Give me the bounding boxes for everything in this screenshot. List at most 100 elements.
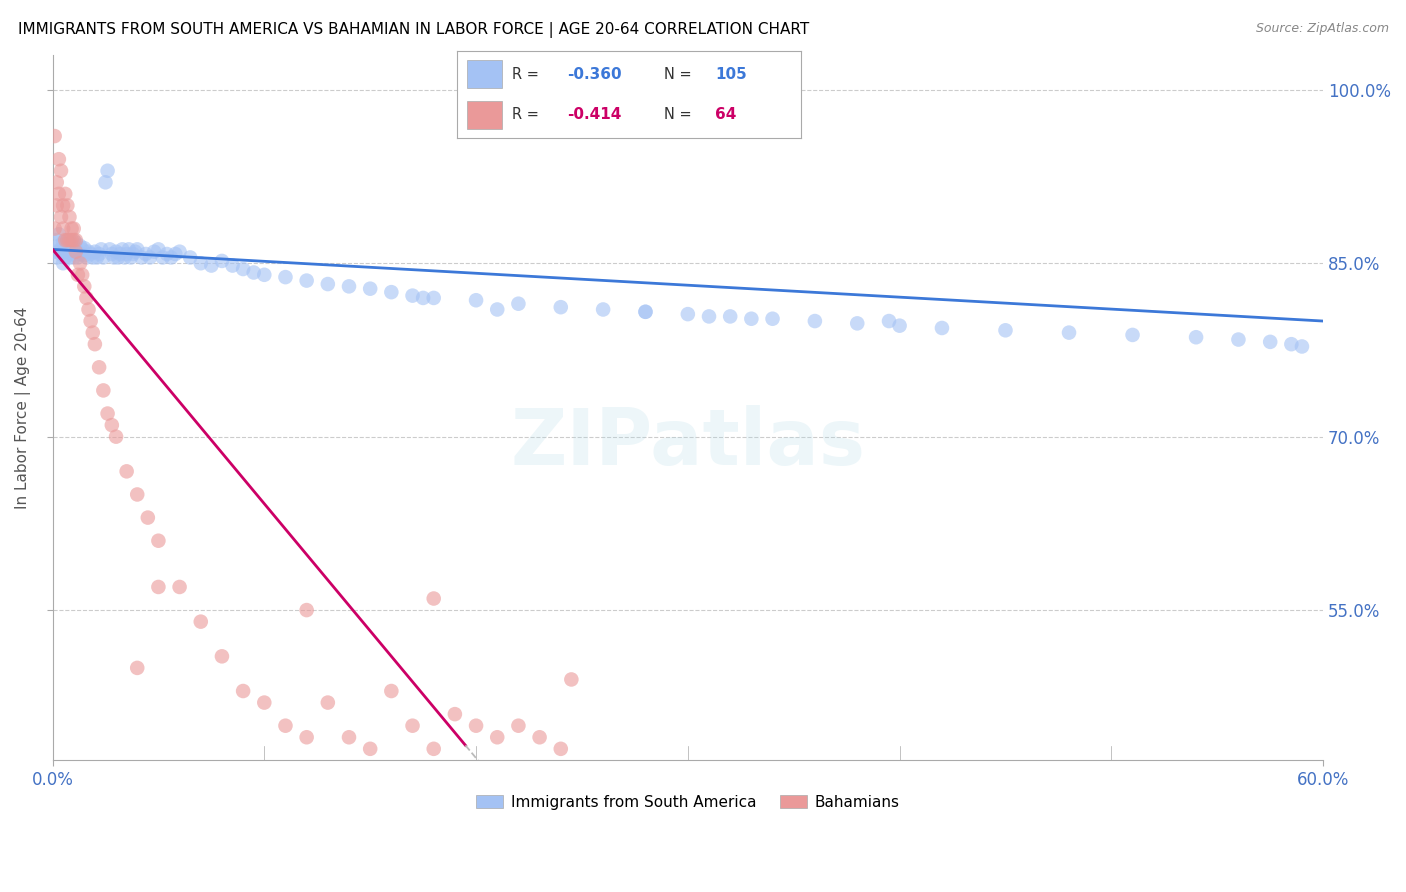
Point <box>152 251 174 265</box>
Point <box>486 731 509 745</box>
Point <box>253 268 276 282</box>
Point <box>53 244 76 259</box>
Point <box>877 314 900 328</box>
Point <box>53 251 76 265</box>
Point <box>634 305 657 319</box>
Point <box>156 247 179 261</box>
Point <box>412 291 434 305</box>
Point <box>93 384 115 398</box>
Point <box>101 247 124 261</box>
Point <box>44 244 66 259</box>
Point <box>58 233 80 247</box>
Point <box>82 251 104 265</box>
Point <box>401 288 423 302</box>
Text: N =: N = <box>664 107 692 122</box>
Point <box>60 239 83 253</box>
Point <box>135 247 157 261</box>
Text: 64: 64 <box>716 107 737 122</box>
Point <box>45 233 67 247</box>
Point <box>592 302 614 317</box>
Point <box>401 719 423 733</box>
Point <box>508 719 530 733</box>
Point <box>87 247 110 261</box>
Point <box>804 314 827 328</box>
Point <box>69 256 91 270</box>
Point <box>73 241 96 255</box>
Point <box>1185 330 1208 344</box>
Point <box>190 615 212 629</box>
Point <box>148 533 170 548</box>
Point <box>718 310 741 324</box>
Point <box>114 251 136 265</box>
Point <box>62 244 84 259</box>
Point <box>560 673 582 687</box>
Point <box>1279 337 1302 351</box>
Point <box>127 661 149 675</box>
Point <box>136 510 159 524</box>
Point <box>359 282 381 296</box>
Point <box>66 251 89 265</box>
Point <box>110 247 132 261</box>
Point <box>53 233 76 247</box>
Point <box>75 291 97 305</box>
Point <box>58 243 80 257</box>
Point <box>316 277 339 291</box>
Point <box>139 251 162 265</box>
Point <box>444 707 467 722</box>
Point <box>62 251 84 265</box>
Point <box>52 221 75 235</box>
Point <box>169 580 191 594</box>
Point <box>52 198 75 212</box>
Point <box>124 244 146 259</box>
Point <box>211 254 233 268</box>
Text: ZIPatlas: ZIPatlas <box>510 405 865 481</box>
Point <box>295 731 318 745</box>
Point <box>52 235 75 250</box>
Point <box>52 256 75 270</box>
Point <box>49 243 72 257</box>
Point <box>82 326 104 340</box>
Point <box>49 247 72 261</box>
Point <box>148 580 170 594</box>
Point <box>98 243 121 257</box>
Point <box>62 233 84 247</box>
Point <box>211 649 233 664</box>
Text: IMMIGRANTS FROM SOUTH AMERICA VS BAHAMIAN IN LABOR FORCE | AGE 20-64 CORRELATION: IMMIGRANTS FROM SOUTH AMERICA VS BAHAMIA… <box>18 22 810 38</box>
Point <box>359 741 381 756</box>
Point <box>75 251 97 265</box>
Point <box>676 307 699 321</box>
Point <box>70 268 93 282</box>
Bar <box>467 61 502 88</box>
Point <box>221 259 243 273</box>
Point <box>45 175 67 189</box>
Point <box>79 247 101 261</box>
Point <box>120 251 142 265</box>
Point <box>94 175 117 189</box>
Point <box>232 262 254 277</box>
Point <box>1258 334 1281 349</box>
Point <box>73 248 96 262</box>
Point <box>83 244 105 259</box>
Point <box>48 152 70 166</box>
Point <box>65 235 87 250</box>
Point <box>115 464 138 478</box>
Point <box>65 233 87 247</box>
Point <box>422 591 444 606</box>
Point <box>1122 327 1144 342</box>
Point <box>253 696 276 710</box>
Point <box>486 302 509 317</box>
Point <box>70 243 93 257</box>
Text: R =: R = <box>512 67 538 82</box>
Point <box>93 251 115 265</box>
Point <box>66 244 89 259</box>
Point <box>190 256 212 270</box>
Point <box>105 430 128 444</box>
Point <box>740 311 762 326</box>
Point <box>994 323 1017 337</box>
Point <box>508 296 530 310</box>
Point <box>56 233 79 247</box>
Point <box>1227 333 1250 347</box>
Point <box>380 285 402 300</box>
Legend: Immigrants from South America, Bahamians: Immigrants from South America, Bahamians <box>470 789 905 816</box>
Text: Source: ZipAtlas.com: Source: ZipAtlas.com <box>1256 22 1389 36</box>
